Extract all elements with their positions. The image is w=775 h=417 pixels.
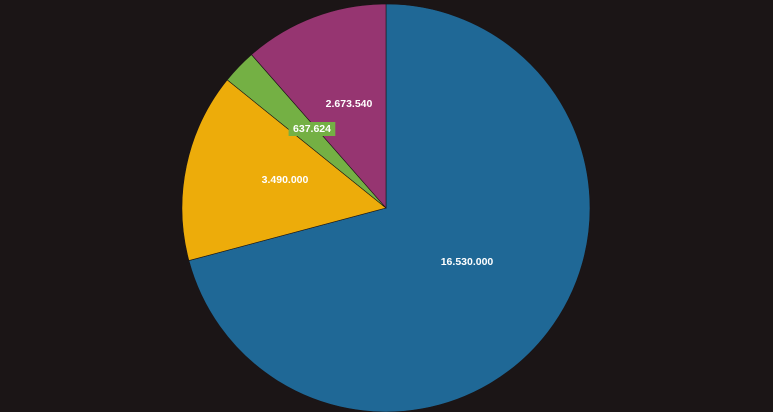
slice-label-1: 3.490.000 [262, 174, 309, 186]
slice-label-2: 637.624 [293, 123, 331, 135]
slice-label-3: 2.673.540 [326, 98, 373, 110]
pie-slice-1 [181, 79, 387, 261]
slices-layer [181, 3, 591, 412]
slice-label-0: 16.530.000 [441, 256, 494, 268]
pie-slice-3 [251, 3, 387, 209]
labels-layer: 16.530.000 3.490.000 637.624 2.673.540 [262, 98, 494, 268]
slice-label-box-2 [288, 122, 336, 136]
pie-slice-0 [188, 3, 591, 412]
